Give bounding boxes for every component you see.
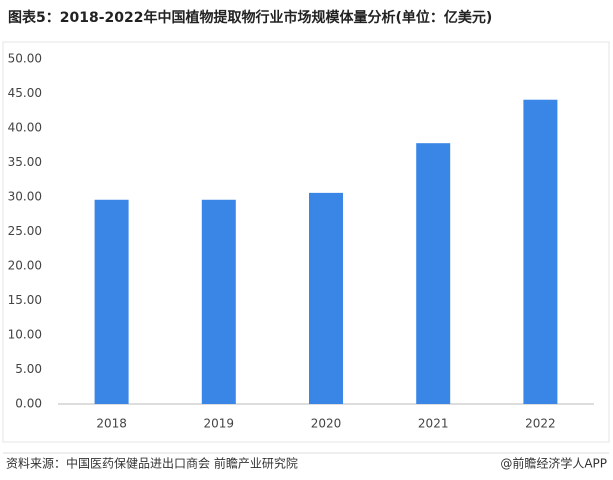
credit: @前瞻经济学人APP [500,456,607,471]
y-tick-label: 20.00 [8,259,42,273]
y-tick-label: 25.00 [8,224,42,238]
y-tick-label: 5.00 [15,362,42,376]
source-note: 资料来源：中国医药保健品进出口商会 前瞻产业研究院 [6,456,298,471]
chart-title: 图表5：2018-2022年中国植物提取物行业市场规模体量分析(单位：亿美元) [8,9,492,26]
x-tick-label: 2020 [311,417,342,431]
bar [309,192,343,404]
y-tick-label: 35.00 [8,155,42,169]
y-tick-label: 0.00 [15,397,42,411]
x-tick-label: 2019 [204,417,235,431]
bar [523,99,558,405]
x-tick-label: 2021 [418,417,449,431]
chart-frame [2,41,610,443]
y-tick-label: 30.00 [8,190,42,204]
bar [94,199,129,404]
y-tick-label: 45.00 [8,86,42,100]
y-tick-label: 15.00 [8,293,42,307]
bar [201,199,236,404]
y-tick-label: 50.00 [8,52,42,66]
x-tick-label: 2018 [96,417,127,431]
bar [416,143,451,404]
y-tick-label: 10.00 [8,328,42,342]
y-tick-label: 40.00 [8,121,42,135]
x-tick-label: 2022 [525,417,556,431]
